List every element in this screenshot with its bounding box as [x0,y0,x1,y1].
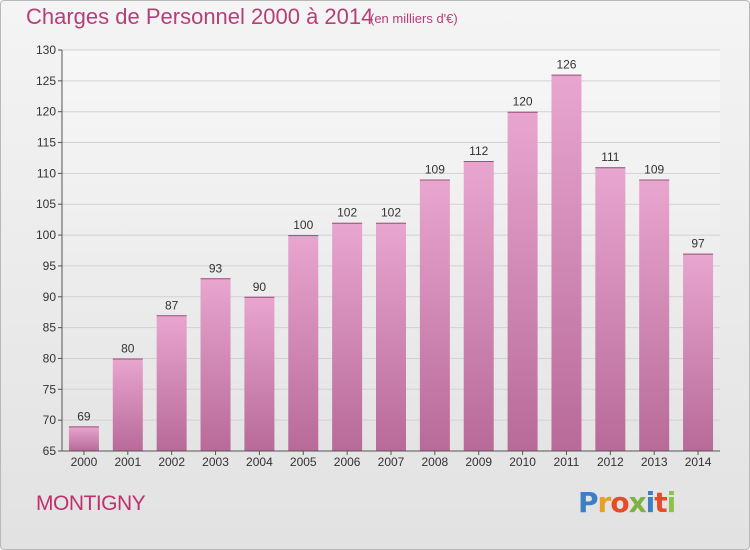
bar-2003 [200,278,231,451]
bar-2009 [463,161,494,452]
value-label-2013: 109 [644,163,664,177]
bar-2014 [683,253,714,451]
x-tick-label-2006: 2006 [334,455,361,469]
x-tick-label-2001: 2001 [114,455,141,469]
value-label-2006: 102 [337,206,357,220]
y-tick-label: 105 [36,197,56,211]
bar-2011 [551,74,582,451]
value-label-2000: 69 [77,409,91,423]
y-tick-label: 125 [36,74,56,88]
value-label-2004: 90 [253,280,267,294]
x-tick-label-2012: 2012 [597,455,624,469]
value-label-2010: 120 [513,95,533,109]
x-tick-label-2010: 2010 [509,455,536,469]
bar-2000 [68,426,99,451]
chart-subtitle: (en milliers d'€) [370,11,458,26]
x-tick-label-2002: 2002 [158,455,185,469]
bar-2004 [244,296,275,451]
value-label-2008: 109 [425,163,445,177]
x-tick-label-2003: 2003 [202,455,229,469]
value-label-2005: 100 [293,218,313,232]
value-label-2009: 112 [469,144,488,158]
bar-2001 [112,358,143,451]
bar-2008 [419,179,450,452]
value-label-2007: 102 [381,206,401,220]
x-tick-label-2004: 2004 [246,455,273,469]
y-tick-label: 70 [43,413,57,427]
x-tick-label-2007: 2007 [378,455,405,469]
x-tick-label-2008: 2008 [422,455,449,469]
y-tick-label: 95 [43,259,57,273]
bar-2010 [507,111,538,451]
bar-2006 [332,222,363,451]
y-tick-label: 100 [36,228,56,242]
x-tick-label-2005: 2005 [290,455,317,469]
x-tick-label-2013: 2013 [641,455,668,469]
bar-2012 [595,167,626,451]
chart-title: Charges de Personnel 2000 à 2014 [26,4,374,29]
town-name: MONTIGNY [36,492,146,515]
y-tick-label: 115 [37,136,56,150]
bar-2002 [156,315,187,451]
x-tick-label-2009: 2009 [465,455,492,469]
bar-2013 [639,179,670,452]
bar-2005 [288,235,319,451]
y-tick-label: 65 [43,444,57,458]
value-label-2011: 126 [556,58,576,72]
bars [68,74,714,452]
x-tick-label-2011: 2011 [554,455,580,469]
y-tick-label: 80 [43,351,57,365]
value-label-2012: 111 [601,150,620,164]
value-label-2002: 87 [165,298,179,312]
value-label-2003: 93 [209,261,223,275]
x-tick-label-2014: 2014 [685,455,712,469]
x-tick-label-2000: 2000 [71,455,98,469]
y-tick-label: 120 [36,105,56,119]
y-tick-label: 130 [36,43,56,57]
axes: 65 70 75 80 85 90 95 100 105 110 115 120 125 130 [36,43,720,458]
bar-2007 [376,222,406,451]
y-tick-label: 75 [43,382,57,396]
y-tick-label: 90 [43,290,57,304]
value-label-2014: 97 [691,237,705,251]
y-tick-label: 85 [43,321,57,335]
labels: 69 2000 80 2001 87 2002 93 2003 90 2004 100 2005 102… [71,58,712,469]
value-label-2001: 80 [121,341,135,355]
proxiti-logo: Proxiti [578,486,676,519]
y-tick-label: 110 [37,166,56,180]
